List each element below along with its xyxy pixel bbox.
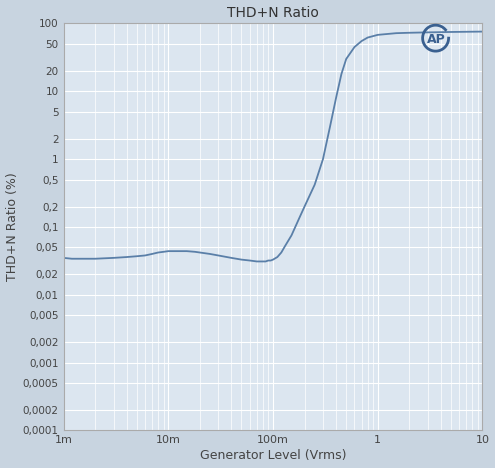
X-axis label: Generator Level (Vrms): Generator Level (Vrms) [200,449,346,462]
Title: THD+N Ratio: THD+N Ratio [227,6,319,20]
Text: AP: AP [427,33,446,46]
Y-axis label: THD+N Ratio (%): THD+N Ratio (%) [5,173,18,281]
